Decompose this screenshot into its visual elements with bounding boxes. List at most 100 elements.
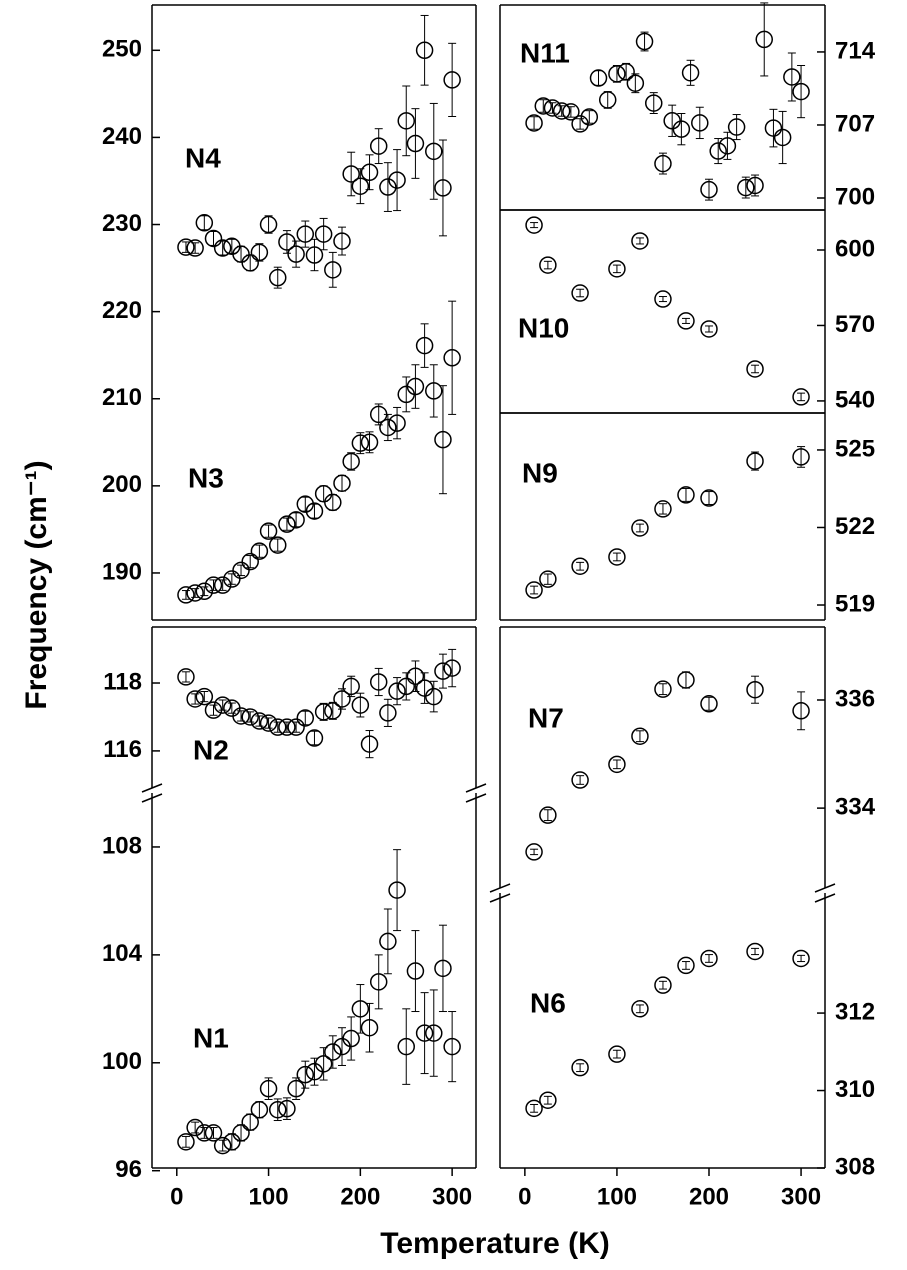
data-point [268, 268, 287, 287]
data-point [434, 430, 452, 449]
data-point [406, 962, 425, 980]
data-point [654, 500, 672, 518]
data-point [305, 502, 324, 520]
data-point [186, 239, 204, 257]
data-point [525, 216, 543, 234]
data-point [631, 1000, 649, 1018]
data-point [539, 570, 557, 588]
data-point [369, 673, 388, 691]
data-point [571, 1058, 589, 1077]
data-point [314, 484, 333, 503]
data-point [324, 1043, 342, 1061]
data-point [278, 1099, 296, 1118]
data-point [792, 388, 810, 406]
data-point [287, 511, 305, 529]
data-point [631, 519, 649, 537]
data-point [342, 677, 360, 696]
y-tick-label: 336 [835, 685, 875, 712]
data-point [608, 1045, 626, 1063]
data-point [177, 1133, 195, 1151]
data-point [718, 137, 737, 155]
x-tick-label: 300 [781, 1183, 821, 1210]
data-point [333, 474, 351, 492]
data-point [654, 154, 672, 173]
data-point [369, 973, 388, 991]
series-label: N4 [185, 142, 221, 173]
y-tick-label: 334 [835, 793, 876, 820]
data-point [186, 584, 204, 602]
data-point [195, 1124, 214, 1142]
data-point [691, 114, 709, 132]
data-point [342, 1029, 360, 1048]
x-axis-title: Temperature (K) [380, 1227, 609, 1260]
data-point [792, 82, 810, 101]
x-tick-label: 200 [689, 1183, 729, 1210]
series-label: N6 [530, 987, 566, 1018]
data-point [204, 229, 223, 248]
data-point [406, 134, 425, 153]
y-tick-label: 522 [835, 513, 875, 540]
data-point [425, 687, 443, 706]
data-point [571, 557, 589, 575]
y-tick-label: 100 [102, 1048, 142, 1075]
data-point [443, 1037, 461, 1056]
data-point [443, 71, 461, 89]
data-point [746, 942, 764, 961]
data-point [369, 137, 388, 155]
data-point [213, 696, 232, 714]
data-point [204, 576, 223, 594]
data-point [397, 1037, 415, 1056]
y-tick-label: 190 [102, 558, 142, 585]
data-point [177, 586, 195, 604]
data-point [562, 103, 580, 121]
series-label: N7 [528, 702, 564, 733]
data-point [232, 1124, 250, 1142]
data-point [259, 215, 278, 234]
data-point [278, 718, 296, 736]
data-point [397, 677, 415, 696]
data-point [746, 360, 764, 378]
y-tick-label: 540 [835, 386, 875, 413]
series-label: N9 [522, 457, 558, 488]
data-point [746, 176, 764, 195]
data-point [388, 414, 406, 432]
data-point [195, 687, 214, 706]
data-point [324, 493, 342, 512]
y-tick-label: 104 [102, 940, 143, 967]
data-point [631, 727, 649, 745]
data-point [617, 63, 635, 81]
data-point [278, 233, 296, 251]
data-point [525, 1099, 543, 1118]
data-point [543, 99, 562, 117]
data-point [287, 245, 305, 263]
data-point [360, 735, 379, 753]
data-point [232, 245, 250, 263]
data-point [324, 702, 342, 720]
data-point [278, 515, 296, 533]
series-label: N2 [193, 734, 229, 765]
data-point [539, 806, 557, 824]
y-tick-label: 96 [115, 1156, 142, 1183]
y-tick-label: 519 [835, 590, 875, 617]
y-tick-label: 230 [102, 210, 142, 237]
y-tick-label: 220 [102, 297, 142, 324]
data-point [434, 662, 452, 680]
x-tick-label: 0 [170, 1183, 183, 1210]
y-tick-label: 707 [835, 110, 875, 137]
data-point [388, 682, 406, 700]
data-point [360, 163, 379, 182]
data-point [406, 667, 425, 685]
data-point [213, 576, 232, 594]
data-point [443, 659, 461, 677]
x-tick-label: 100 [597, 1183, 637, 1210]
data-point [213, 1136, 232, 1155]
data-point [677, 956, 695, 975]
axis-break [489, 883, 511, 893]
data-point [792, 448, 810, 466]
data-point [177, 668, 195, 686]
data-point [351, 434, 370, 452]
y-tick-label: 525 [835, 435, 875, 462]
data-point [608, 65, 626, 83]
axis-break [465, 783, 487, 793]
